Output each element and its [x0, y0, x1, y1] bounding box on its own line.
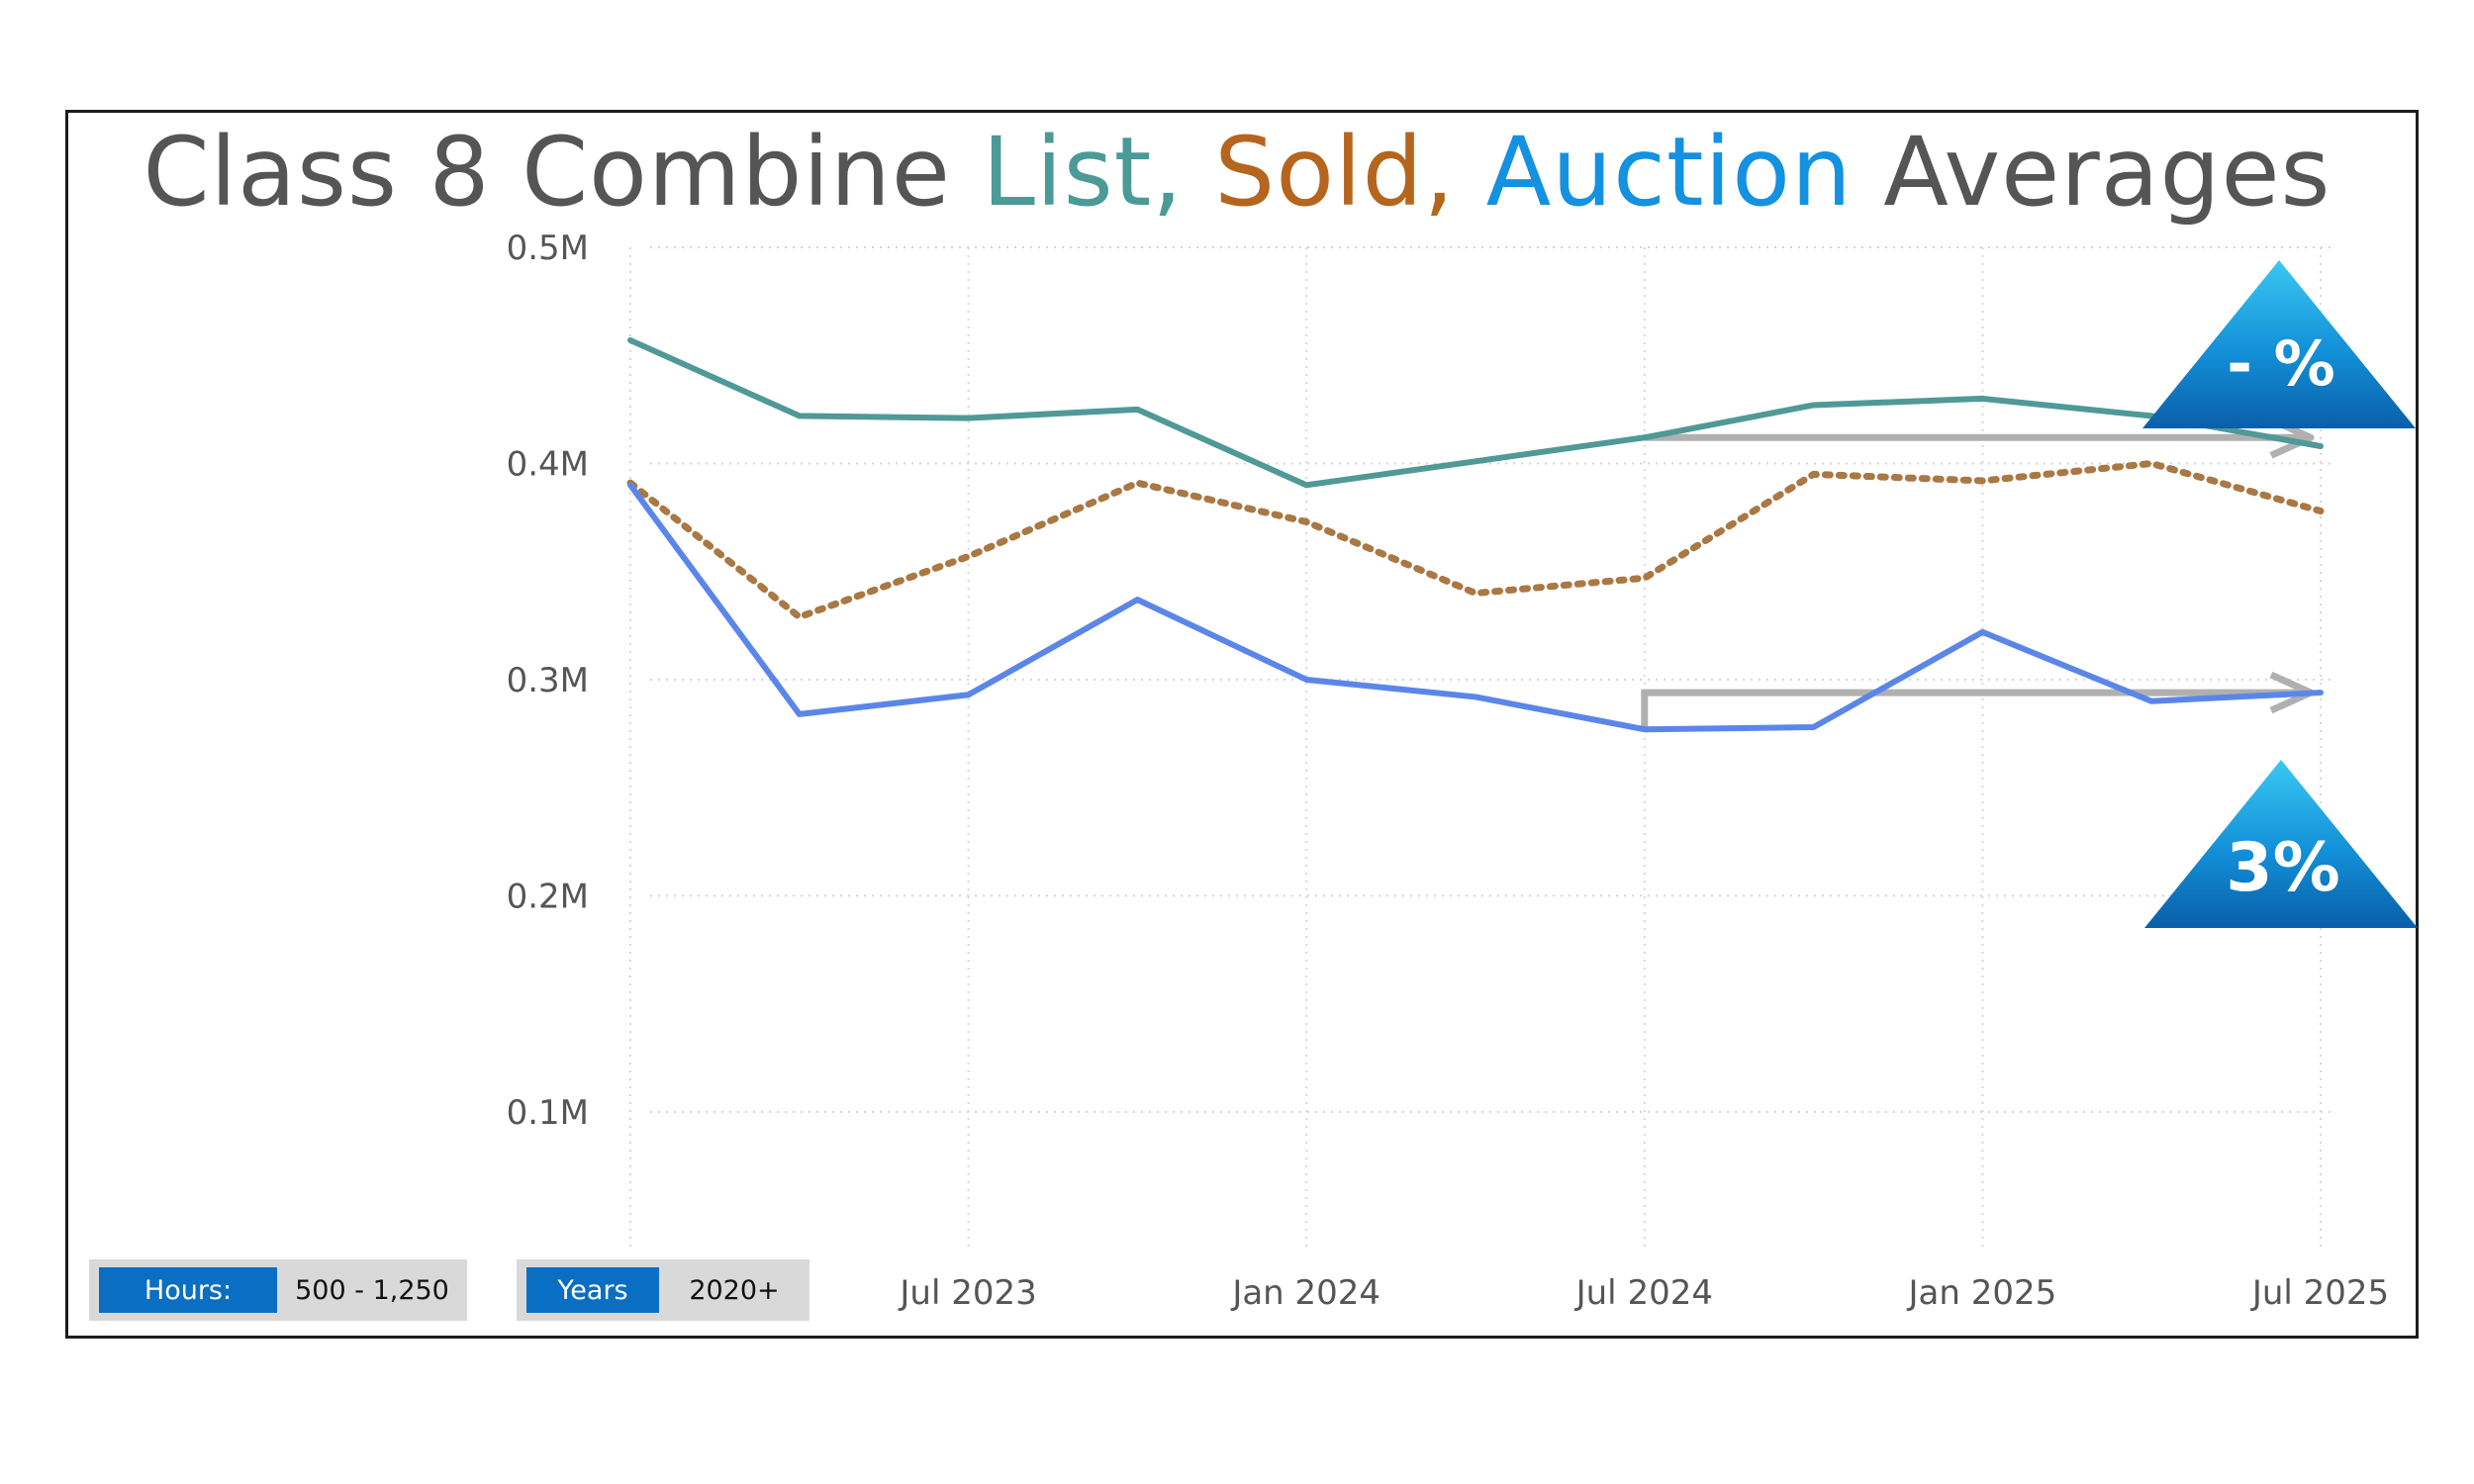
- data-point-list: [1644, 436, 1646, 438]
- data-point-sold: [2150, 462, 2152, 464]
- chart-title-part: Class 8 Combine: [143, 117, 983, 228]
- data-point-list: [1136, 409, 1138, 411]
- data-point-sold: [2320, 510, 2322, 512]
- data-point-list: [1305, 484, 1307, 486]
- chart-title-part: Sold,: [1183, 117, 1456, 228]
- x-tick-label: Jan 2025: [1907, 1273, 2057, 1313]
- data-point-auction: [2320, 692, 2322, 694]
- hours-filter[interactable]: Hours: 500 - 1,250: [89, 1259, 467, 1321]
- data-point-auction: [2150, 700, 2152, 702]
- x-tick-label: Jul 2024: [1574, 1273, 1713, 1313]
- x-tick-label: Jan 2024: [1230, 1273, 1380, 1313]
- hours-filter-value: 500 - 1,250: [295, 1274, 449, 1306]
- series-line-sold: [626, 459, 2325, 621]
- years-filter[interactable]: Years 2020+: [517, 1259, 809, 1321]
- data-point-list: [799, 415, 801, 417]
- data-point-auction: [1644, 728, 1646, 730]
- data-point-list: [1475, 460, 1476, 462]
- hours-filter-label: Hours:: [99, 1267, 277, 1313]
- change-badge-triangle: [2144, 760, 2418, 928]
- trend-arrow-line: [1641, 689, 2309, 730]
- years-filter-value: 2020+: [689, 1274, 780, 1306]
- data-point-sold: [1475, 593, 1476, 595]
- data-point-sold: [1981, 480, 1983, 482]
- series-line-list: [627, 336, 2324, 489]
- data-point-auction: [1813, 726, 1815, 728]
- chart-title-part: List,: [982, 117, 1184, 228]
- data-point-list: [1813, 404, 1815, 406]
- chart-title-part: Averages: [1852, 117, 2331, 228]
- change-badge-triangle: [2142, 260, 2416, 428]
- data-point-auction: [968, 694, 970, 696]
- y-tick-label: 0.1M: [507, 1093, 589, 1133]
- data-point-auction: [629, 484, 631, 486]
- data-point-auction: [1475, 696, 1476, 697]
- change-badge-label: 3%: [2226, 829, 2339, 907]
- y-tick-label: 0.2M: [507, 877, 589, 916]
- data-point-list: [2150, 415, 2152, 417]
- data-point-list: [2320, 445, 2322, 447]
- chart-frame: [65, 110, 2419, 1339]
- x-tick-label: Jul 2025: [2250, 1273, 2389, 1313]
- change-badge-label: - %: [2227, 327, 2334, 400]
- data-point-list: [629, 339, 631, 341]
- years-filter-label: Years: [526, 1267, 659, 1313]
- data-point-sold: [799, 616, 801, 618]
- x-tick-label: Jul 2023: [898, 1273, 1036, 1313]
- data-point-auction: [799, 713, 801, 715]
- chart-title: Class 8 Combine List, Sold, Auction Aver…: [0, 117, 2474, 228]
- chart-title-part: Auction: [1455, 117, 1853, 228]
- data-point-sold: [1305, 520, 1307, 522]
- data-point-list: [968, 417, 970, 419]
- data-point-sold: [1136, 482, 1138, 484]
- data-point-list: [1981, 398, 1983, 400]
- data-point-sold: [1813, 473, 1815, 475]
- data-point-sold: [968, 555, 970, 557]
- data-point-auction: [1305, 679, 1307, 681]
- y-tick-label: 0.5M: [507, 229, 589, 268]
- data-point-auction: [1136, 599, 1138, 601]
- y-tick-label: 0.4M: [507, 444, 589, 484]
- data-point-auction: [1981, 631, 1983, 633]
- data-point-sold: [1644, 577, 1646, 579]
- y-tick-label: 0.3M: [507, 661, 589, 700]
